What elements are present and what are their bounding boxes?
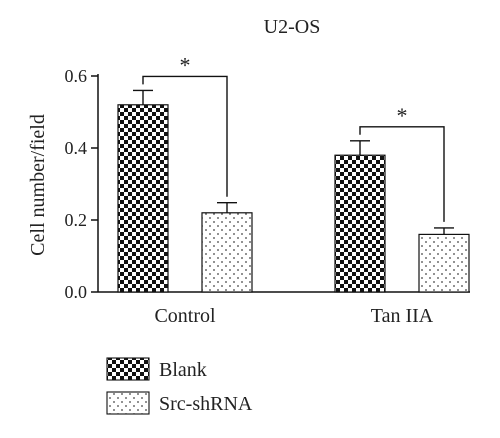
chart-title: U2-OS <box>264 16 321 38</box>
y-tick-label: 0.2 <box>65 210 88 230</box>
x-category-label: Control <box>154 305 216 327</box>
significance-label: * <box>180 52 191 77</box>
bar <box>334 154 386 293</box>
legend-label: Blank <box>159 359 207 381</box>
bar <box>117 104 169 293</box>
y-axis-label: Cell number/field <box>27 114 49 256</box>
legend-swatch <box>106 357 150 381</box>
bar <box>201 212 253 293</box>
x-category-label: Tan IIA <box>371 305 434 327</box>
legend: Blank Src-shRNA <box>106 357 253 415</box>
significance-label: * <box>397 103 408 128</box>
y-tick-label: 0.0 <box>65 282 88 302</box>
legend-label: Src-shRNA <box>159 393 253 415</box>
significance-bracket <box>142 75 228 197</box>
y-tick-label: 0.6 <box>65 66 88 86</box>
significance-bracket <box>359 126 445 222</box>
bars <box>117 89 470 293</box>
significance-brackets: ** <box>142 52 445 222</box>
bar <box>418 233 470 293</box>
legend-swatch <box>106 391 150 415</box>
y-tick-label: 0.4 <box>65 138 88 158</box>
